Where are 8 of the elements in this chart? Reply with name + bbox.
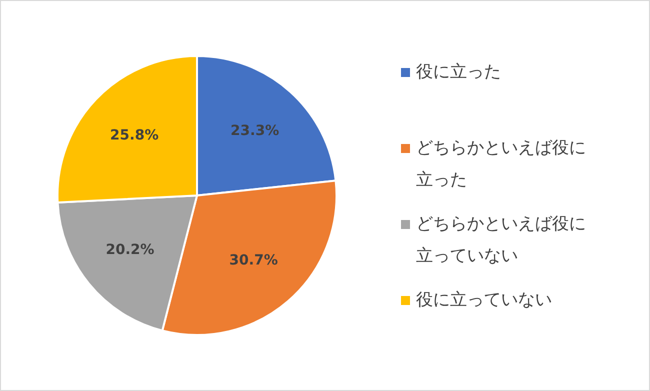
legend-label: 役に立った [416, 61, 502, 84]
data-label: 30.7% [229, 252, 278, 269]
legend-label: どちらかといえば役に立っていない [416, 213, 587, 268]
legend-label: どちらかといえば役に立った [416, 137, 587, 192]
legend-label: 役に立っていない [416, 289, 553, 312]
data-label: 23.3% [230, 122, 280, 139]
data-label: 20.2% [106, 242, 154, 258]
data-label: 25.8% [110, 128, 159, 144]
